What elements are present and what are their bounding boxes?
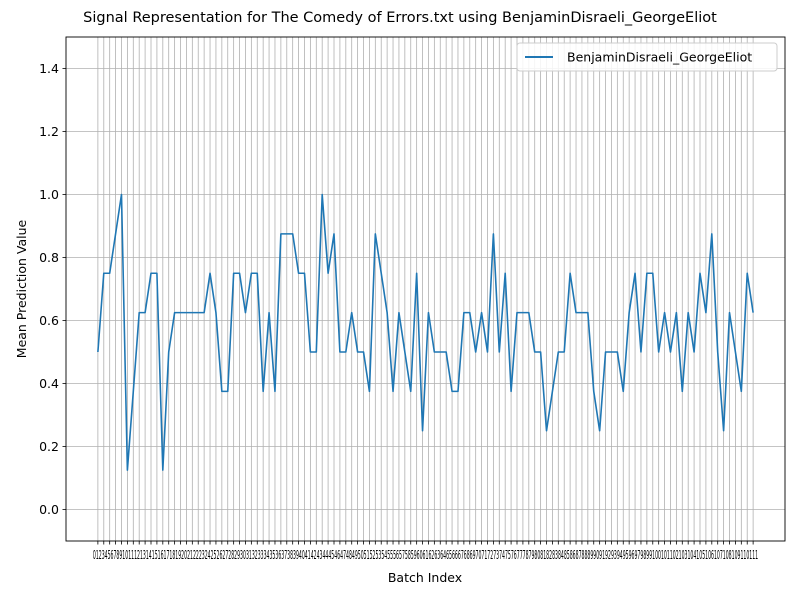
y-tick-label: 1.0: [39, 187, 59, 202]
legend-box: [516, 42, 778, 72]
y-tick-label: 0.8: [39, 250, 59, 265]
y-axis-label: Mean Prediction Value: [14, 219, 29, 358]
x-tick-labels: 0123456789101112131415161718192021222324…: [93, 547, 758, 562]
legend: BenjaminDisraeli_GeorgeEliot: [516, 42, 778, 72]
y-axis-ticks: 0.0 0.2 0.4 0.6 0.8 1.0 1.2 1.4: [39, 61, 66, 517]
chart-title: Signal Representation for The Comedy of …: [83, 10, 717, 26]
series-group: [97, 193, 754, 471]
y-tick-label: 0.6: [39, 313, 59, 328]
x-axis-ticks: [97, 541, 754, 545]
y-tick-label: 0.4: [39, 376, 59, 391]
y-tick-label: 0.0: [39, 502, 59, 517]
series-line: [97, 193, 754, 471]
y-tick-label: 1.4: [39, 61, 59, 76]
y-tick-label: 1.2: [39, 124, 59, 139]
y-tick-label: 0.2: [39, 439, 59, 454]
axes-frame: [65, 36, 786, 542]
x-axis-label: Batch Index: [388, 570, 462, 585]
x-gridlines: [97, 37, 754, 541]
legend-label: BenjaminDisraeli_GeorgeEliot: [567, 50, 752, 65]
